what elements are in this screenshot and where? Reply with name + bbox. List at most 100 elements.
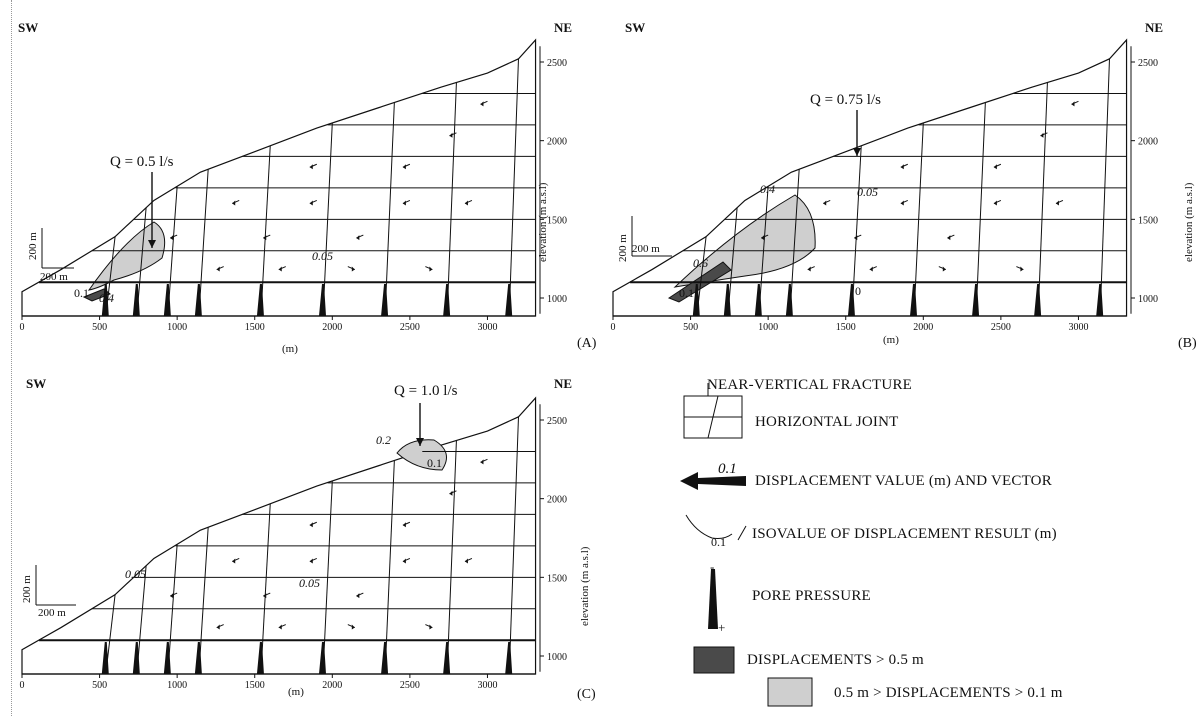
sw-label: SW [625,20,645,35]
y-tick-label: 1000 [547,294,567,305]
displacement-arrowhead [464,558,468,564]
displacement-arrowhead [1055,200,1059,206]
pore-pressure-wedge [194,284,202,316]
x-tick-label: 2000 [322,322,342,333]
y-tick-label: 2000 [547,137,567,148]
scale-bar: 200 m 200 m [21,565,76,619]
x-tick-label: 2000 [913,322,933,333]
scale-horizontal-label: 200 m [38,607,66,619]
discharge-label: Q = 0.75 l/s [810,92,881,108]
displacement-label: DISPLACEMENT VALUE (m) AND VECTOR [755,473,1052,489]
x-tick-label: 3000 [1068,322,1088,333]
displacement-arrowhead [402,200,406,206]
scale-bar: 200 m 200 m [617,216,672,262]
displacement-arrowhead [263,593,267,599]
displacement-arrowhead [351,266,355,272]
near-vertical-fracture [851,145,862,317]
x-tick-label: 500 [92,322,107,333]
pore-pressure-wedge [505,284,513,316]
near-vertical-fracture [446,82,457,317]
pore-pressure-wedge [132,284,140,316]
pore-pressure-wedge [754,284,762,316]
y-axis-label: elevation (m a.s.l) [1183,182,1195,262]
dark-zone-label: DISPLACEMENTS > 0.5 m [747,652,924,668]
near-vertical-fracture [260,503,271,675]
pore-plus-label: + [718,620,725,635]
y-tick-label: 2000 [1138,137,1158,148]
displacement-arrowhead [356,593,360,599]
y-axis-label: elevation (m a.s.l) [579,546,591,626]
fracture-label: NEAR-VERTICAL FRACTURE [707,377,913,393]
scale-bar: 200 m 200 m [27,228,74,283]
pore-pressure-wedge [785,284,793,316]
y-tick-label: 1000 [547,652,567,663]
y-tick-label: 1500 [547,573,567,584]
pore-pressure-wedge [1096,284,1104,316]
scale-vertical-label: 200 m [27,232,39,260]
light-zone-swatch [767,677,813,707]
ne-label: NE [1145,20,1163,35]
displacement-arrowhead [309,200,313,206]
pore-pressure-wedge [256,284,264,316]
near-vertical-fracture [975,102,986,317]
y-tick-label: 2500 [1138,58,1158,69]
x-tick-label: 3000 [477,322,497,333]
iso-label: 0.6 [693,256,708,270]
iso-label: 0.4 [760,182,775,196]
dark-displacement-zone [82,288,111,302]
light-zone-label: 0.5 m > DISPLACEMENTS > 0.1 m [834,685,1063,701]
near-vertical-fracture [384,460,395,675]
displacement-arrowhead [170,235,174,241]
pore-pressure-wedge [101,642,109,674]
discharge-label: Q = 1.0 l/s [394,383,458,399]
displacement-arrowhead [480,101,484,107]
displacement-arrowhead [402,558,406,564]
pore-pressure-wedge [163,642,171,674]
near-vertical-fracture [198,169,209,317]
pore-pressure-wedge [443,642,451,674]
pore-pressure-wedge [163,284,171,316]
near-vertical-fracture [198,527,209,675]
displacement-arrowhead [1040,132,1044,138]
panel-a-diagram: SW NE 0 500 1000 1500 2000 2500 3000 1000 1500 20… [18,20,597,355]
isovalue-desc-label: ISOVALUE OF DISPLACEMENT RESULT (m) [752,526,1057,542]
legend: 0.1 0.1 - + NEAR-VERTICAL FRACTURE HORIZ… [600,358,1198,716]
y-tick-label: 1500 [547,215,567,226]
displacement-arrowhead [216,624,220,630]
displacement-arrowhead [854,235,858,241]
x-tick-label: 1500 [245,680,265,691]
x-axis-unit: (m) [282,343,298,355]
discharge-arrowhead [148,240,156,248]
pore-pressure-wedge [318,642,326,674]
near-vertical-fracture [913,122,924,317]
panel-a: SW NE 0 500 1000 1500 2000 2500 3000 1000 1500 20… [14,0,600,358]
x-tick-label: 0 [20,680,25,691]
displacement-arrowhead [464,200,468,206]
light-displacement-zone [673,194,816,288]
pore-pressure-wedge [505,642,513,674]
displacement-arrowhead [807,266,811,272]
pore-pressure-wedge [194,642,202,674]
panel-c: SW NE 0 500 1000 1500 2000 2500 3000 1000 1500 20… [14,358,600,716]
displacement-arrowhead [993,164,997,170]
displacement-arrowhead [278,266,282,272]
pore-pressure-wedge [443,284,451,316]
y-axis-label: elevation (m a.s.l) [537,182,549,262]
displacement-arrowhead [900,164,904,170]
pore-pressure-label: PORE PRESSURE [752,588,871,604]
pore-pressure-wedge [318,284,326,316]
displacement-arrowhead [170,593,174,599]
displacement-arrowhead [309,164,313,170]
displacement-arrowhead [402,164,406,170]
displacement-arrowhead [263,235,267,241]
displacement-vector-symbol: 0.1 [680,461,746,490]
cross-section: 0 500 1000 1500 2000 2500 3000 1000 1500 2000 2500 [611,38,1158,333]
scale-vertical-label: 200 m [21,575,33,603]
displacement-arrowhead [429,266,433,272]
x-tick-label: 1000 [167,680,187,691]
x-tick-label: 500 [92,680,107,691]
near-vertical-fracture [1099,58,1110,317]
x-tick-label: 2000 [322,680,342,691]
y-tick-label: 2500 [547,58,567,69]
isovalue-label: 0.1 [711,535,726,549]
